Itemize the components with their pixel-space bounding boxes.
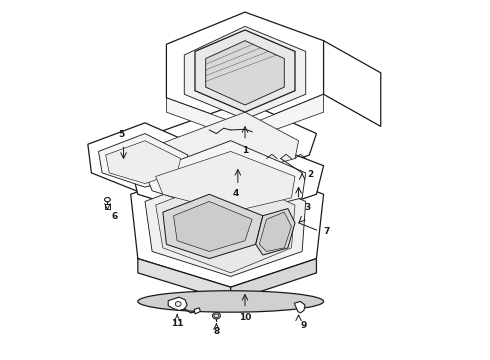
Text: 5: 5 xyxy=(119,130,125,139)
Ellipse shape xyxy=(213,312,220,319)
Polygon shape xyxy=(131,130,323,223)
Text: 2: 2 xyxy=(308,170,314,179)
Ellipse shape xyxy=(214,314,219,318)
Text: 7: 7 xyxy=(323,227,330,236)
Polygon shape xyxy=(168,297,187,310)
Polygon shape xyxy=(195,30,295,112)
Polygon shape xyxy=(259,212,292,251)
Polygon shape xyxy=(167,12,323,126)
Polygon shape xyxy=(206,41,284,105)
Polygon shape xyxy=(323,41,381,126)
Text: 4: 4 xyxy=(233,189,239,198)
Polygon shape xyxy=(173,202,252,251)
Ellipse shape xyxy=(175,301,181,306)
Polygon shape xyxy=(159,112,298,173)
Text: 9: 9 xyxy=(300,321,307,330)
Polygon shape xyxy=(156,152,295,212)
Polygon shape xyxy=(106,141,181,184)
Polygon shape xyxy=(294,301,305,313)
Polygon shape xyxy=(145,169,306,276)
Ellipse shape xyxy=(138,291,323,312)
Polygon shape xyxy=(167,94,323,141)
Text: 11: 11 xyxy=(171,319,183,328)
Polygon shape xyxy=(145,141,306,216)
Polygon shape xyxy=(184,26,306,119)
Text: 1: 1 xyxy=(242,146,248,155)
Polygon shape xyxy=(194,308,200,314)
Text: 10: 10 xyxy=(239,313,251,322)
Text: 3: 3 xyxy=(304,203,310,212)
Text: 6: 6 xyxy=(111,212,117,221)
Ellipse shape xyxy=(104,198,110,202)
Polygon shape xyxy=(138,258,231,301)
Text: 8: 8 xyxy=(213,327,220,336)
Polygon shape xyxy=(145,102,317,180)
Polygon shape xyxy=(131,158,323,287)
Polygon shape xyxy=(88,123,202,194)
Polygon shape xyxy=(156,176,295,273)
Polygon shape xyxy=(256,208,295,255)
Polygon shape xyxy=(163,194,263,258)
Polygon shape xyxy=(231,258,317,301)
Polygon shape xyxy=(98,134,188,187)
